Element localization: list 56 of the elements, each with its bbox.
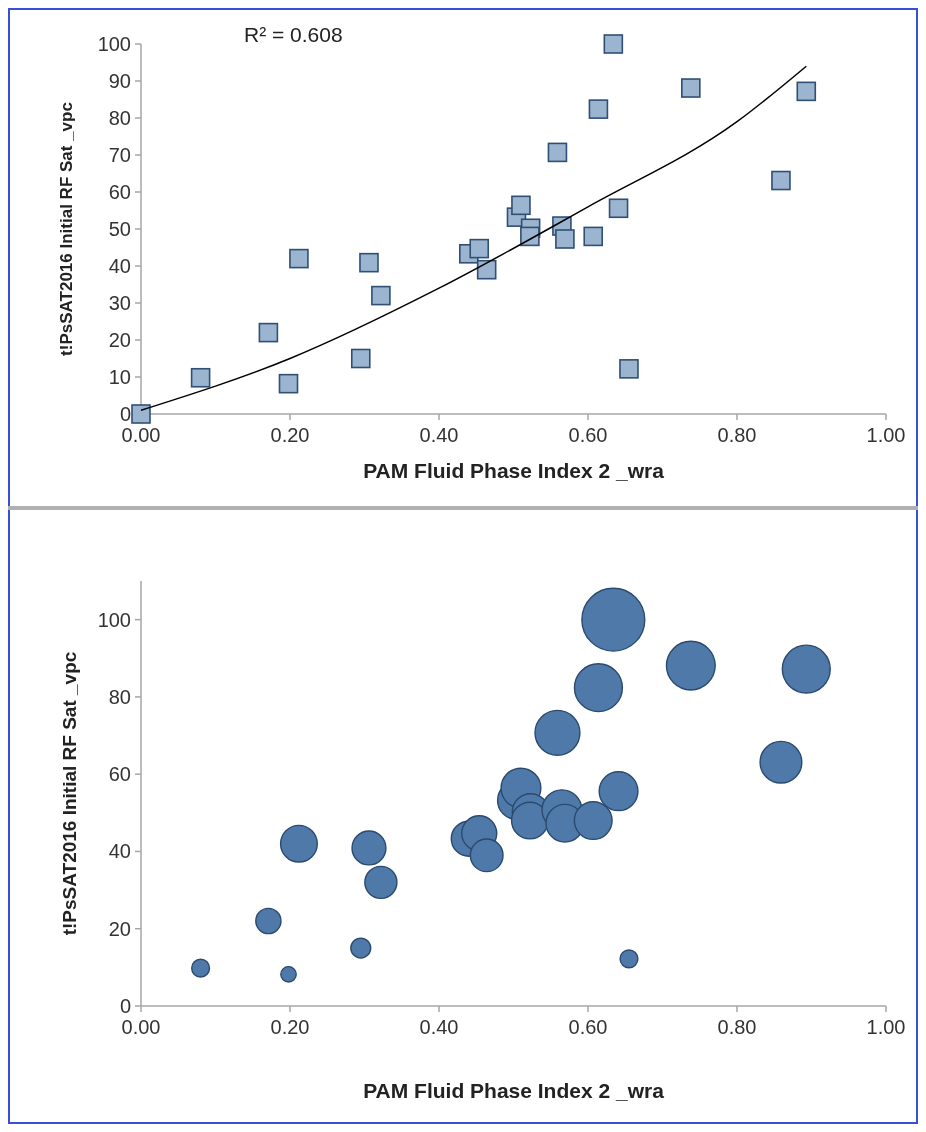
point	[555, 229, 575, 249]
y-tick-label: 0	[119, 403, 131, 425]
y-tick-label: 60	[108, 763, 131, 786]
x-tick-label: 1.00	[866, 1016, 906, 1038]
y-tick-label: 100	[97, 608, 131, 631]
x-tick-label: 0.40	[419, 1016, 459, 1038]
y-tick-label: 80	[108, 107, 131, 129]
x-tick-label: 0.80	[717, 1016, 757, 1038]
point	[619, 359, 639, 379]
x-axis-title: PAM Fluid Phase Index 2 _wra	[363, 459, 665, 482]
point	[588, 99, 609, 119]
point	[681, 78, 701, 98]
point	[131, 404, 151, 424]
y-tick-label: 20	[108, 917, 131, 940]
x-tick-label: 0.40	[419, 424, 459, 446]
point	[796, 81, 817, 102]
point	[258, 322, 279, 343]
x-tick-label: 0.20	[270, 424, 310, 446]
y-tick-label: 70	[108, 144, 131, 166]
y-axis-title: t!PsSAT2016 Initial RF Sat _vpc	[59, 651, 80, 936]
point	[771, 170, 791, 191]
x-tick-label: 0.80	[717, 424, 757, 446]
x-tick-label: 0.00	[121, 1016, 161, 1038]
y-tick-label: 40	[108, 840, 131, 863]
y-tick-label: 10	[108, 366, 131, 388]
point	[583, 226, 604, 247]
y-axis-title: t!PsSAT2016 Initial RF Sat _vpc	[57, 102, 76, 356]
point	[608, 198, 629, 219]
annotation: R² = 0.608	[244, 23, 343, 46]
point	[547, 142, 568, 163]
y-tick-label: 30	[108, 292, 131, 314]
y-tick-label: 0	[119, 995, 131, 1017]
point	[371, 285, 391, 306]
x-axis-title: PAM Fluid Phase Index 2 _wra	[363, 1079, 665, 1102]
y-tick-label: 20	[108, 329, 131, 351]
x-tick-label: 0.60	[568, 424, 608, 446]
point	[359, 252, 379, 273]
y-tick-label: 50	[108, 218, 131, 240]
y-tick-label: 100	[97, 33, 131, 55]
point	[603, 34, 624, 54]
x-tick-label: 0.60	[568, 1016, 608, 1038]
x-tick-label: 0.00	[121, 424, 161, 446]
point	[469, 238, 490, 259]
x-tick-label: 1.00	[866, 424, 906, 446]
point	[190, 367, 211, 388]
x-tick-label: 0.20	[270, 1016, 310, 1038]
point	[350, 348, 371, 369]
y-tick-label: 80	[108, 685, 131, 708]
y-tick-label: 40	[108, 255, 131, 277]
point	[520, 226, 540, 247]
point	[278, 373, 299, 394]
point	[511, 195, 531, 216]
point	[289, 248, 309, 269]
point	[476, 259, 497, 280]
y-tick-label: 60	[108, 181, 131, 203]
y-tick-label: 90	[108, 70, 131, 92]
